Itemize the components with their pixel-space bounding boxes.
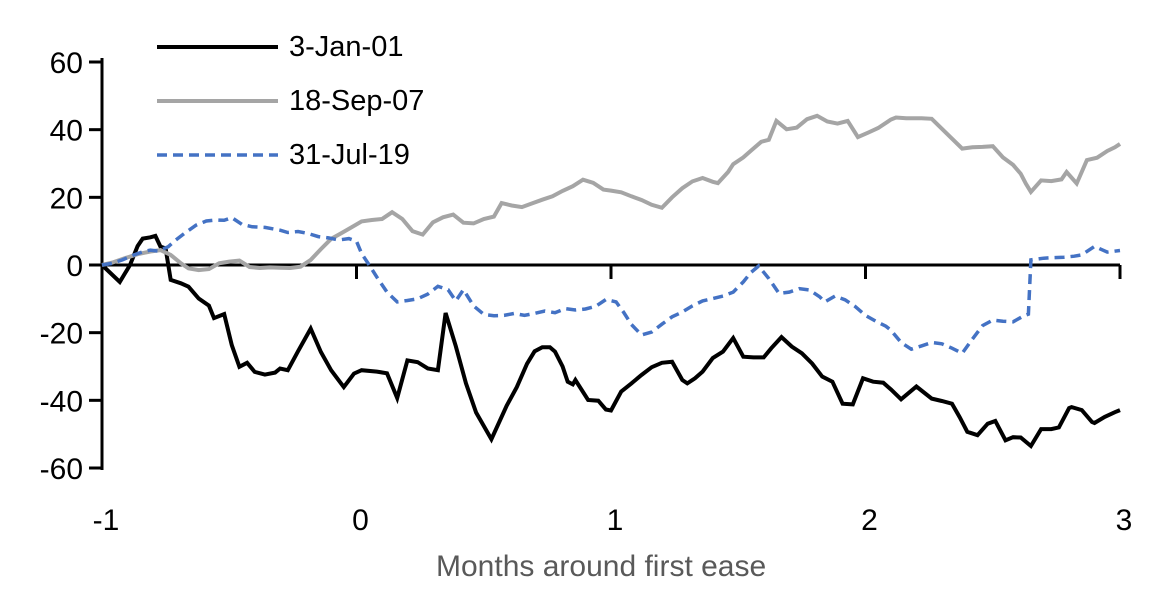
- legend-label: 31-Jul-19: [289, 138, 410, 171]
- x-tick-label: 1: [607, 504, 624, 537]
- series-line-2: [101, 215, 1121, 356]
- y-tick-label: -20: [40, 318, 83, 351]
- legend-item: 18-Sep-07: [157, 84, 425, 117]
- legend-label: 18-Sep-07: [289, 84, 425, 117]
- y-tick-label: -60: [40, 453, 83, 486]
- legend-label: 3-Jan-01: [289, 30, 404, 63]
- y-tick-label: 60: [50, 47, 83, 80]
- y-tick-label: -40: [40, 385, 83, 418]
- y-tick-label: 40: [50, 115, 83, 148]
- x-tick-label: 3: [1116, 504, 1133, 537]
- x-tick-label: -1: [93, 504, 120, 537]
- legend: 3-Jan-01 18-Sep-07 31-Jul-19: [157, 30, 425, 195]
- legend-swatch-line-solid-black: [157, 45, 278, 49]
- y-tick-label: 0: [66, 250, 83, 283]
- legend-item: 3-Jan-01: [157, 30, 424, 63]
- legend-swatch-line-solid-gray: [157, 99, 278, 103]
- x-tick-label: 2: [861, 504, 878, 537]
- y-tick-label: 20: [50, 182, 83, 215]
- x-axis-title: Months around first ease: [436, 550, 767, 583]
- series-line-0: [100, 233, 1121, 450]
- series-line-1: [101, 113, 1122, 273]
- legend-item: 31-Jul-19: [157, 138, 424, 171]
- legend-swatch-line-dashed-blue: [157, 153, 278, 157]
- x-tick-label: 0: [352, 504, 369, 537]
